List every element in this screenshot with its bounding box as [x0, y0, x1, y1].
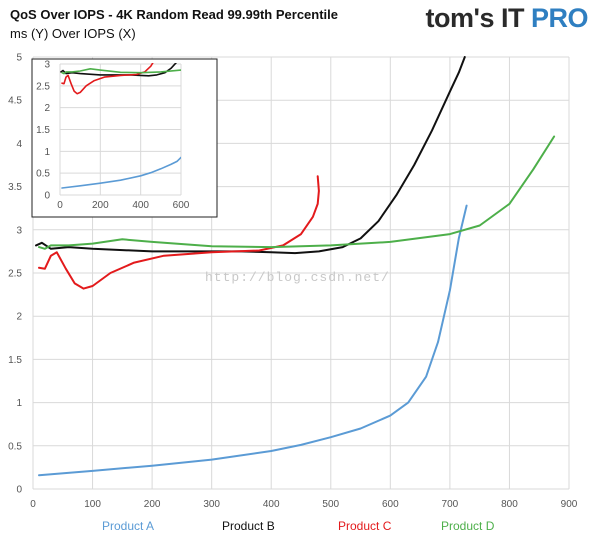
legend-item-product-d: Product D	[441, 519, 495, 533]
main-chart-y-tick-label: 4.5	[8, 96, 22, 107]
main-chart-series-line-product-b	[35, 56, 466, 255]
inset-chart-x-tick-label: 600	[173, 200, 190, 211]
main-chart-y-tick-label: 3.5	[8, 182, 22, 193]
inset-chart-x-tick-label: 400	[132, 200, 149, 211]
main-chart-y-tick-label: 2.5	[8, 269, 22, 280]
main-chart-y-tick-label: 0	[16, 485, 22, 496]
main-chart-x-tick-label: 800	[501, 499, 518, 510]
inset-chart-y-tick-label: 0.5	[36, 169, 50, 180]
main-chart-x-tick-label: 200	[144, 499, 161, 510]
inset-chart-y-tick-label: 2	[44, 103, 50, 114]
inset-chart-y-tick-label: 1	[44, 147, 50, 158]
main-chart-series-line-product-d	[38, 135, 556, 250]
main-chart-y-tick-label: 4	[16, 139, 22, 150]
main-chart-series-line-product-a	[38, 204, 468, 477]
inset-chart-x-tick-label: 0	[57, 200, 63, 211]
main-chart-x-tick-label: 700	[442, 499, 459, 510]
main-chart-series-line-product-c	[38, 175, 320, 290]
main-chart-y-tick-label: 0.5	[8, 441, 22, 452]
inset-chart-series-line-product-a	[61, 156, 181, 189]
main-chart-y-tick-label: 3	[16, 225, 22, 236]
main-chart-x-tick-label: 600	[382, 499, 399, 510]
brand-logo: tom's IT PRO	[425, 3, 589, 34]
inset-chart-y-tick-label: 1.5	[36, 125, 50, 136]
legend-item-product-b: Product B	[222, 519, 275, 533]
watermark-text: http://blog.csdn.net/	[205, 270, 390, 285]
inset-chart-y-tick-label: 3	[44, 60, 50, 71]
inset-chart-group: 0 0.5 1 1.5 2 2.5 3 0 200 400 600	[31, 58, 218, 218]
main-chart-x-tick-label: 300	[203, 499, 220, 510]
inset-chart-x-tick-label: 200	[92, 200, 109, 211]
chart-subtitle: ms (Y) Over IOPS (X)	[10, 26, 136, 41]
main-chart-x-tick-label: 500	[322, 499, 339, 510]
main-chart-x-tick-label: 0	[30, 499, 36, 510]
inset-chart-y-tick-label: 2.5	[36, 81, 50, 92]
inset-chart-y-tick-label: 0	[44, 191, 50, 202]
main-chart-group: 00.511.522.533.544.550 100 200 300 400 500 600…	[8, 53, 578, 511]
main-chart-y-tick-label: 2	[16, 312, 22, 323]
logo-text: tom's IT	[425, 3, 531, 33]
main-chart-y-tick-label: 1.5	[8, 355, 22, 366]
main-chart-x-tick-label: 100	[84, 499, 101, 510]
main-chart-y-tick-label: 5	[16, 53, 22, 64]
legend-item-product-c: Product C	[338, 519, 392, 533]
legend-item-product-a: Product A	[102, 519, 155, 533]
main-chart-x-tick-label: 400	[263, 499, 280, 510]
chart-title: QoS Over IOPS - 4K Random Read 99.99th P…	[10, 7, 338, 22]
inset-chart-series-line-product-d	[61, 68, 181, 75]
main-chart-y-tick-label: 1	[16, 398, 22, 409]
main-chart-x-tick-label: 900	[561, 499, 578, 510]
logo-accent: PRO	[530, 3, 589, 33]
